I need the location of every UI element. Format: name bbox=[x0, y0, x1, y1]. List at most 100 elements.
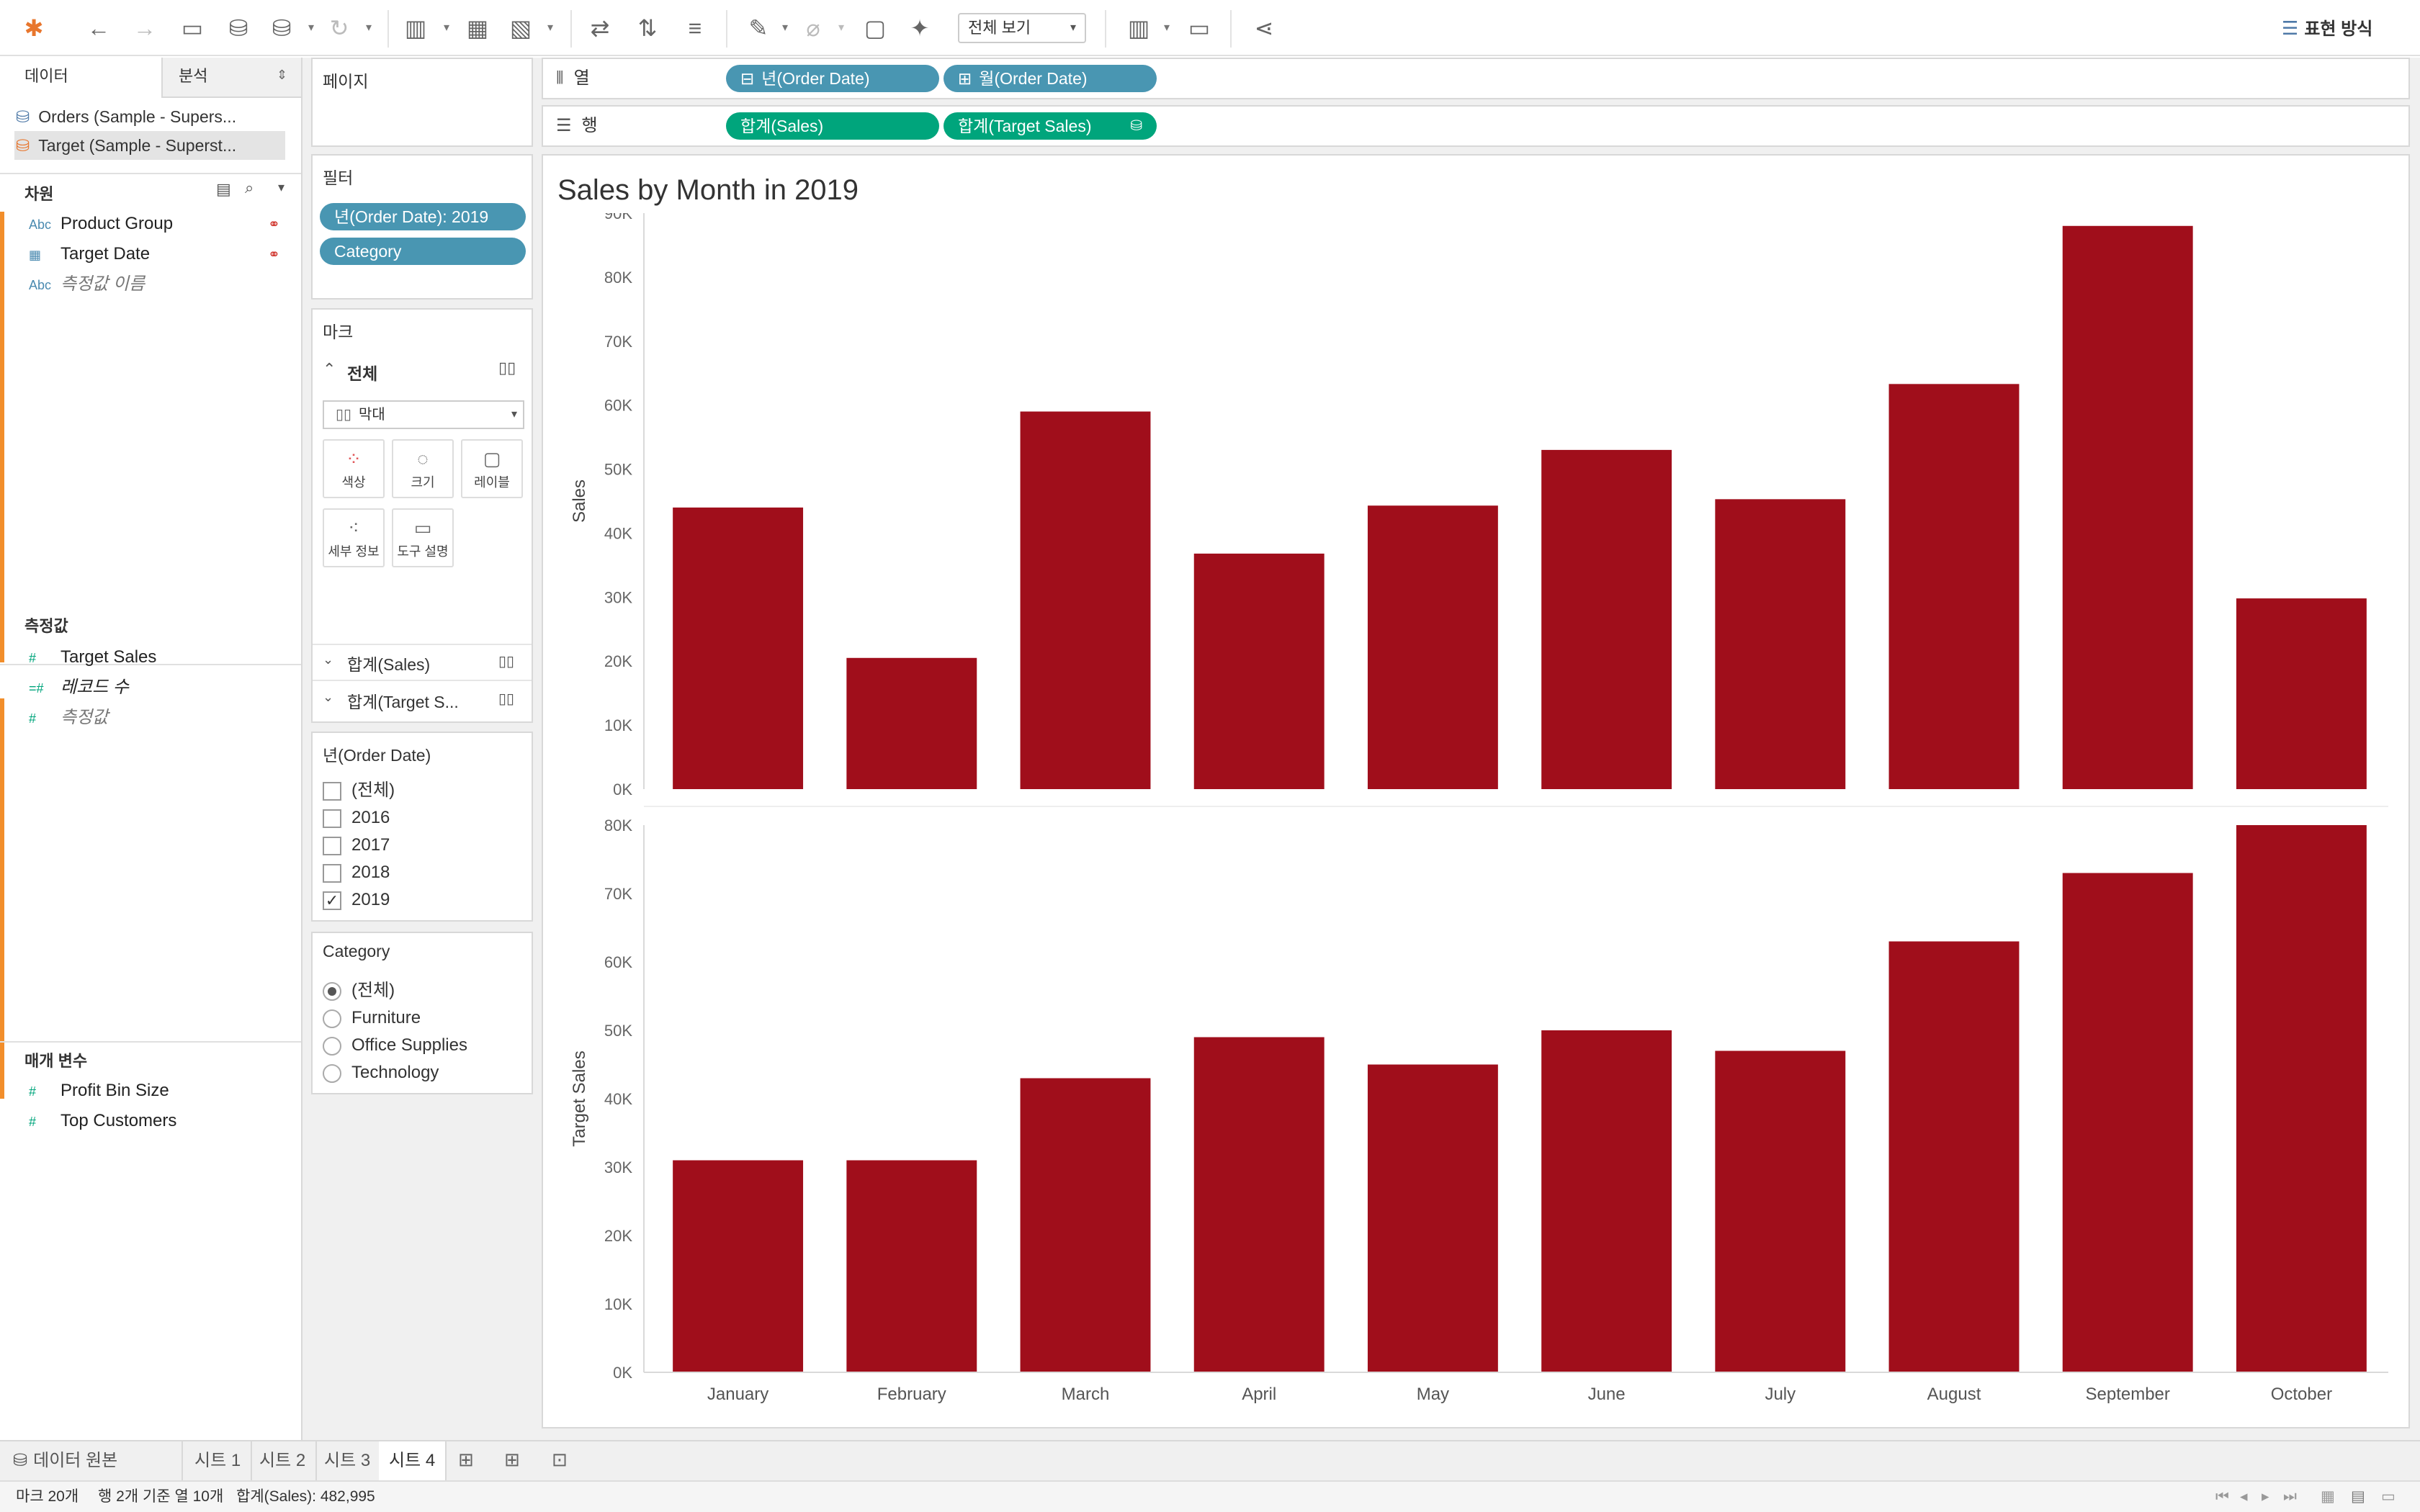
category-option-furniture[interactable]: Furniture bbox=[323, 1005, 421, 1031]
fit-view-select[interactable]: 전체 보기 ▾ bbox=[958, 13, 1086, 43]
first-page-icon[interactable]: ⏮ bbox=[2215, 1488, 2229, 1505]
refresh-icon[interactable]: ↻ bbox=[329, 15, 349, 41]
checkbox-checked[interactable]: ✓ bbox=[323, 891, 341, 910]
year-option-2017[interactable]: 2017 bbox=[323, 832, 390, 858]
chevron-down-icon[interactable]: ▾ bbox=[1163, 22, 1170, 34]
new-worksheet-icon[interactable]: ▥ bbox=[404, 15, 427, 41]
measure-target-sales[interactable]: # Target Sales bbox=[29, 644, 156, 671]
checkbox[interactable] bbox=[323, 836, 341, 855]
parameter-top-customers[interactable]: # Top Customers bbox=[29, 1107, 176, 1135]
chevron-up-icon[interactable]: ⌃ bbox=[323, 360, 336, 378]
chevron-down-icon[interactable]: ▾ bbox=[278, 180, 285, 194]
dimension-target-date[interactable]: ▦ Target Date bbox=[29, 240, 150, 268]
tab-view-icon[interactable]: ▭ bbox=[2381, 1488, 2396, 1505]
year-option-2016[interactable]: 2016 bbox=[323, 805, 390, 831]
tab-datasource[interactable]: ⛁ 데이터 원본 bbox=[0, 1441, 183, 1480]
presentation-mode-icon[interactable]: ▭ bbox=[1188, 15, 1211, 41]
link-icon[interactable]: ⚭ bbox=[268, 217, 280, 233]
show-mark-labels-icon[interactable]: ▢ bbox=[864, 15, 887, 41]
filter-pill-year[interactable]: 년(Order Date): 2019 bbox=[320, 203, 526, 230]
marks-detail-button[interactable]: ⁖ 세부 정보 bbox=[323, 508, 385, 567]
pin-icon[interactable]: ✦ bbox=[910, 15, 930, 41]
year-option-2019[interactable]: ✓ 2019 bbox=[323, 887, 390, 913]
clear-sheet-icon[interactable]: ▧ bbox=[509, 15, 532, 41]
marks-target-sales-section[interactable]: 합계(Target S... bbox=[347, 693, 459, 711]
category-option-office-supplies[interactable]: Office Supplies bbox=[323, 1032, 467, 1058]
swap-rows-columns-icon[interactable]: ⇄ bbox=[590, 15, 610, 41]
checkbox[interactable] bbox=[323, 781, 341, 801]
year-option-2018[interactable]: 2018 bbox=[323, 860, 390, 886]
chevron-down-icon[interactable]: ▾ bbox=[838, 22, 845, 34]
columns-shelf[interactable]: ⦀ 열 ⊟ 년(Order Date) ⊞ 월(Order Date) bbox=[542, 58, 2410, 99]
marks-size-button[interactable]: ◌ 크기 bbox=[392, 439, 454, 498]
pause-update-icon[interactable]: ⛁ bbox=[272, 15, 292, 41]
radio-selected[interactable] bbox=[323, 981, 341, 1001]
category-option-all[interactable]: (전체) bbox=[323, 978, 395, 1004]
columns-pill-year[interactable]: ⊟ 년(Order Date) bbox=[726, 65, 939, 92]
dimension-product-group[interactable]: Abc Product Group bbox=[29, 210, 173, 238]
group-members-icon[interactable]: ⌀ bbox=[806, 15, 820, 41]
search-icon[interactable]: ⌕ bbox=[245, 179, 254, 197]
rows-pill-target-sales[interactable]: 합계(Target Sales) ⛁ bbox=[944, 112, 1157, 140]
marks-all-label[interactable]: 전체 bbox=[347, 364, 378, 383]
next-page-icon[interactable]: ▸ bbox=[2262, 1488, 2269, 1505]
year-option-all[interactable]: (전체) bbox=[323, 778, 395, 804]
chevron-down-icon[interactable]: ▾ bbox=[781, 22, 789, 34]
sort-descending-icon[interactable]: ≡ bbox=[688, 15, 702, 41]
rows-shelf[interactable]: ☰ 행 합계(Sales) 합계(Target Sales) ⛁ bbox=[542, 105, 2410, 147]
chevron-down-icon[interactable]: ▾ bbox=[308, 22, 315, 34]
previous-page-icon[interactable]: ◂ bbox=[2240, 1488, 2248, 1505]
tab-sheet-3[interactable]: 시트 3 bbox=[314, 1441, 382, 1480]
chevron-down-icon[interactable]: ⌄ bbox=[323, 690, 334, 704]
secondary-link-icon[interactable]: ⛁ bbox=[1130, 118, 1142, 134]
tab-sheet-1[interactable]: 시트 1 bbox=[184, 1441, 253, 1480]
tableau-logo-icon[interactable]: ✱ bbox=[24, 15, 44, 41]
datasource-orders[interactable]: ⛁ Orders (Sample - Supers... bbox=[16, 102, 236, 131]
marks-sales-section[interactable]: 합계(Sales) bbox=[347, 655, 431, 674]
marks-label-button[interactable]: ▢ 레이블 bbox=[461, 439, 523, 498]
marks-color-button[interactable]: ⁘ 색상 bbox=[323, 439, 385, 498]
new-datasource-icon[interactable]: ⛁ bbox=[228, 15, 248, 41]
expand-icon[interactable]: ⊞ bbox=[958, 69, 972, 88]
columns-pill-month[interactable]: ⊞ 월(Order Date) bbox=[944, 65, 1157, 92]
tab-sheet-4[interactable]: 시트 4 bbox=[379, 1441, 447, 1480]
forward-icon[interactable]: → bbox=[133, 15, 156, 41]
new-worksheet-icon[interactable]: ⊞ bbox=[458, 1449, 474, 1470]
datasource-target[interactable]: ⛁ Target (Sample - Superst... bbox=[14, 131, 285, 160]
show-me-button[interactable]: ☰ 표현 방식 bbox=[2282, 13, 2372, 43]
collapse-icon[interactable]: ⊟ bbox=[740, 69, 755, 88]
parameter-profit-bin-size[interactable]: # Profit Bin Size bbox=[29, 1077, 169, 1104]
category-option-technology[interactable]: Technology bbox=[323, 1060, 439, 1086]
checkbox[interactable] bbox=[323, 809, 341, 828]
checkbox[interactable] bbox=[323, 863, 341, 883]
bar-chart[interactable]: 0K 10K 20K 30K 40K 50K 60K 70K 80K 90K Sales 0K 10K 2… bbox=[543, 213, 2408, 1430]
chevron-down-icon[interactable]: ▾ bbox=[547, 22, 554, 34]
last-page-icon[interactable]: ⏭ bbox=[2283, 1488, 2297, 1505]
tab-sheet-2[interactable]: 시트 2 bbox=[249, 1441, 318, 1480]
duplicate-sheet-icon[interactable]: ▦ bbox=[466, 15, 489, 41]
pane-sort-icon[interactable]: ⇕ bbox=[277, 68, 288, 82]
rows-pill-sales[interactable]: 합계(Sales) bbox=[726, 112, 939, 140]
filters-card[interactable]: 필터 년(Order Date): 2019 Category bbox=[311, 154, 533, 300]
tab-analysis[interactable]: 분석 bbox=[179, 67, 208, 85]
radio[interactable] bbox=[323, 1063, 341, 1083]
mark-type-select[interactable]: ▯▯ 막대 ▾ bbox=[323, 400, 524, 429]
grid-view-icon[interactable]: ▦ bbox=[2321, 1488, 2335, 1505]
chevron-down-icon[interactable]: ▾ bbox=[443, 22, 450, 34]
measure-measure-values[interactable]: # 측정값 bbox=[29, 704, 108, 732]
chevron-down-icon[interactable]: ▾ bbox=[365, 22, 372, 34]
tab-data[interactable]: 데이터 bbox=[24, 67, 68, 85]
highlight-icon[interactable]: ✎ bbox=[748, 15, 768, 41]
dimension-measure-names[interactable]: Abc 측정값 이름 bbox=[29, 271, 145, 298]
filter-pill-category[interactable]: Category bbox=[320, 238, 526, 265]
save-icon[interactable]: ▭ bbox=[181, 15, 204, 41]
view-list-icon[interactable]: ▤ bbox=[216, 180, 231, 198]
radio[interactable] bbox=[323, 1009, 341, 1028]
marks-tooltip-button[interactable]: ▭ 도구 설명 bbox=[392, 508, 454, 567]
new-dashboard-icon[interactable]: ⊞ bbox=[504, 1449, 520, 1470]
radio[interactable] bbox=[323, 1036, 341, 1056]
pages-card[interactable]: 페이지 bbox=[311, 58, 533, 147]
share-icon[interactable]: ⋖ bbox=[1254, 15, 1274, 41]
measure-record-count[interactable]: =# 레코드 수 bbox=[29, 674, 129, 701]
back-icon[interactable]: ← bbox=[87, 15, 110, 41]
